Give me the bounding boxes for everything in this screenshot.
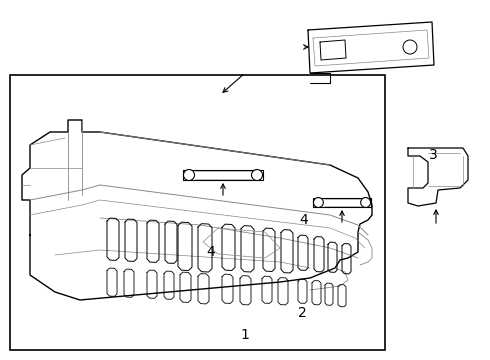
Circle shape <box>314 198 323 207</box>
Text: 2: 2 <box>298 306 307 320</box>
Text: 3: 3 <box>429 148 438 162</box>
Text: 4: 4 <box>206 245 215 259</box>
Text: 1: 1 <box>241 328 249 342</box>
Circle shape <box>251 170 263 180</box>
Circle shape <box>361 198 370 207</box>
Circle shape <box>403 40 417 54</box>
Text: 4: 4 <box>299 213 308 226</box>
Bar <box>10 75 385 350</box>
Circle shape <box>183 170 195 180</box>
